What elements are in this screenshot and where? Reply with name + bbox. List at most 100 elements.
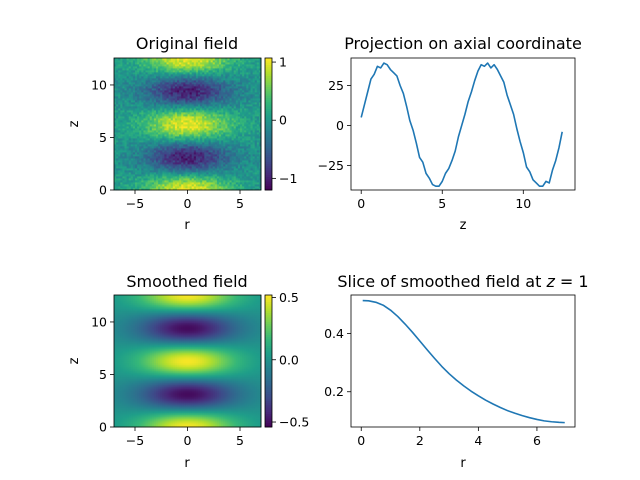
heatmap-cell bbox=[145, 132, 148, 135]
heatmap-cell bbox=[170, 110, 174, 113]
heatmap-cell bbox=[191, 100, 195, 103]
heatmap-cell bbox=[242, 138, 245, 141]
heatmap-cell bbox=[120, 94, 123, 97]
heatmap-cell bbox=[160, 160, 163, 163]
heatmap-cell bbox=[204, 136, 207, 139]
colorbar-tick-label: 1 bbox=[279, 55, 287, 70]
heatmap-cell bbox=[166, 138, 169, 141]
heatmap-cell bbox=[225, 126, 228, 129]
heatmap-cell bbox=[200, 160, 203, 163]
heatmap-cell bbox=[227, 144, 230, 147]
heatmap-cell bbox=[153, 174, 157, 177]
heatmap-cell bbox=[118, 156, 121, 159]
heatmap-cell bbox=[189, 100, 193, 103]
heatmap-cell bbox=[208, 168, 211, 171]
heatmap-cell bbox=[116, 140, 119, 143]
heatmap-cell bbox=[189, 174, 193, 177]
heatmap-cell bbox=[248, 136, 251, 139]
heatmap-cell bbox=[219, 170, 222, 173]
heatmap-cell bbox=[200, 150, 203, 153]
heatmap-cell bbox=[135, 122, 138, 125]
heatmap-cell bbox=[250, 138, 253, 141]
heatmap-cell bbox=[179, 172, 182, 175]
heatmap-cell bbox=[143, 174, 146, 177]
heatmap-cell bbox=[227, 92, 230, 95]
heatmap-cell bbox=[189, 98, 193, 101]
heatmap-cell bbox=[147, 164, 151, 167]
heatmap-cell bbox=[177, 176, 180, 179]
heatmap-cell bbox=[130, 150, 134, 153]
heatmap-cell bbox=[174, 98, 178, 101]
heatmap-cell bbox=[250, 130, 253, 133]
heatmap-cell bbox=[126, 140, 130, 143]
heatmap-cell bbox=[168, 138, 172, 141]
heatmap-cell bbox=[130, 112, 134, 115]
heatmap-cell bbox=[120, 132, 123, 135]
heatmap-cell bbox=[258, 106, 262, 109]
heatmap-cell bbox=[219, 156, 222, 159]
heatmap-cell bbox=[132, 102, 136, 105]
heatmap-cell bbox=[256, 102, 260, 105]
heatmap-cell bbox=[162, 118, 165, 121]
heatmap-cell bbox=[227, 166, 230, 169]
heatmap-cell bbox=[179, 176, 182, 179]
heatmap-cell bbox=[189, 156, 193, 159]
heatmap-cell bbox=[132, 162, 136, 165]
heatmap-cell bbox=[124, 174, 127, 177]
heatmap-cell bbox=[219, 110, 222, 113]
heatmap-cell bbox=[177, 164, 180, 167]
heatmap-cell bbox=[164, 128, 167, 131]
colorbar-tick-label: −1 bbox=[279, 171, 297, 186]
heatmap-cell bbox=[246, 120, 249, 123]
heatmap-cell bbox=[198, 162, 201, 165]
heatmap-cell bbox=[200, 108, 203, 111]
heatmap-cell bbox=[235, 158, 239, 161]
heatmap-cell bbox=[244, 94, 247, 97]
heatmap-cell bbox=[221, 92, 224, 95]
heatmap-cell bbox=[116, 144, 119, 147]
heatmap-cell bbox=[227, 98, 230, 101]
heatmap-cell bbox=[124, 104, 127, 107]
heatmap-cell bbox=[141, 114, 144, 117]
heatmap-cell bbox=[135, 146, 138, 149]
heatmap-cell bbox=[128, 96, 132, 99]
heatmap-cell bbox=[116, 132, 119, 135]
heatmap-cell bbox=[118, 164, 121, 167]
heatmap-cell bbox=[206, 174, 209, 177]
heatmap-cell bbox=[256, 114, 260, 117]
heatmap-cell bbox=[240, 182, 243, 185]
heatmap-cell bbox=[149, 174, 153, 177]
heatmap-cell bbox=[132, 180, 136, 183]
heatmap-cell bbox=[198, 176, 201, 179]
heatmap-cell bbox=[227, 124, 230, 127]
heatmap-cell bbox=[256, 120, 260, 123]
heatmap-cell bbox=[193, 94, 197, 97]
heatmap-cell bbox=[149, 180, 153, 183]
heatmap-cell bbox=[174, 136, 178, 139]
heatmap-cell bbox=[120, 146, 123, 149]
heatmap-cell bbox=[233, 148, 237, 151]
heatmap-cell bbox=[231, 154, 235, 157]
heatmap-cell bbox=[130, 108, 134, 111]
heatmap-cell bbox=[153, 136, 157, 139]
heatmap-cell bbox=[204, 96, 207, 99]
heatmap-cell bbox=[164, 112, 167, 115]
heatmap-cell bbox=[116, 96, 119, 99]
heatmap-cell bbox=[183, 166, 186, 169]
heatmap-cell bbox=[147, 92, 151, 95]
heatmap-cell bbox=[179, 166, 182, 169]
heatmap-cell bbox=[240, 164, 243, 167]
heatmap-cell bbox=[135, 160, 138, 163]
heatmap-cell bbox=[177, 184, 180, 187]
heatmap-cell bbox=[130, 142, 134, 145]
heatmap-cell bbox=[170, 182, 174, 185]
heatmap-cell bbox=[214, 108, 218, 111]
heatmap-cell bbox=[137, 152, 140, 155]
heatmap-cell bbox=[229, 128, 232, 131]
heatmap-cell bbox=[202, 152, 205, 155]
heatmap-cell bbox=[114, 90, 117, 93]
heatmap-cell bbox=[151, 96, 155, 99]
heatmap-cell bbox=[233, 124, 237, 127]
heatmap-cell bbox=[183, 144, 186, 147]
heatmap-cell bbox=[114, 140, 117, 143]
